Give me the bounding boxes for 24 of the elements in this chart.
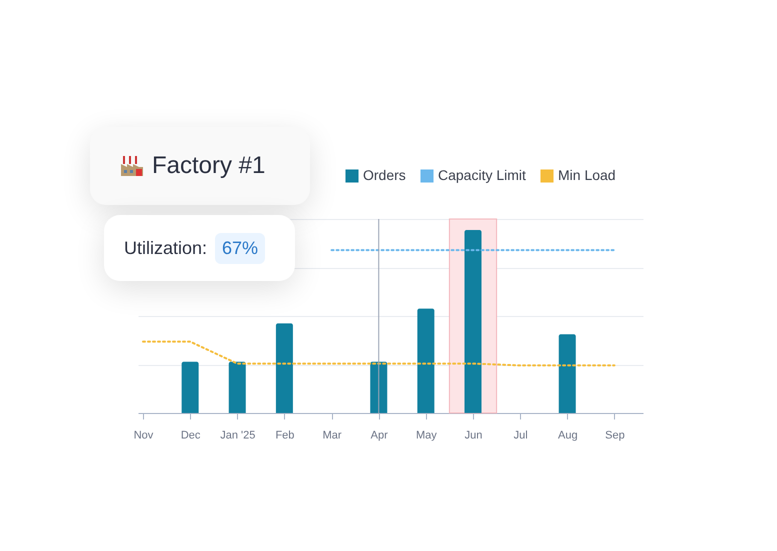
x-tick-label: Jul — [514, 430, 528, 442]
x-tick-label: Sep — [605, 430, 625, 442]
legend-label: Capacity Limit — [438, 167, 526, 183]
legend-label: Min Load — [558, 167, 616, 183]
legend-label: Orders — [363, 167, 406, 183]
x-tick-label: Jan '25 — [220, 430, 256, 442]
x-tick-label: Mar — [322, 430, 342, 442]
bar — [182, 362, 199, 413]
bar — [228, 362, 246, 413]
x-tick-label: Nov — [134, 430, 154, 442]
annotation: Utilization: 67% — [124, 236, 260, 260]
chart-title: Factory #1 — [152, 152, 266, 180]
title-card: Factory #1 — [90, 127, 310, 205]
bar — [370, 362, 388, 413]
x-tick-label: May — [416, 430, 438, 442]
x-tick-label: Aug — [558, 430, 578, 442]
bar — [276, 323, 293, 413]
x-tick-label: Feb — [275, 430, 294, 442]
info-card: Utilization: 67% — [104, 215, 295, 281]
bar — [417, 308, 434, 413]
x-tick-label: Apr — [370, 430, 388, 442]
x-tick-label: Dec — [180, 430, 201, 442]
bar — [558, 334, 576, 413]
x-tick-label: Jun — [464, 430, 482, 442]
